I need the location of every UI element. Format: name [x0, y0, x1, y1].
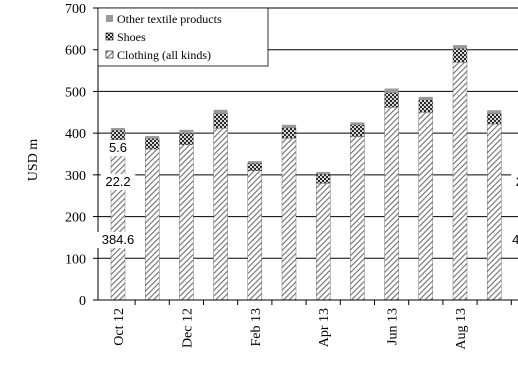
legend: Other textile products Shoes Clothing (a…: [97, 7, 269, 67]
y-tick-label: 200: [65, 211, 86, 226]
bar-segment: [452, 62, 468, 301]
tick-labels: 0 100 200 300 400 500 600 700 Oct 12 Dec 12 Feb 13…: [65, 2, 469, 350]
bar-segment: [179, 144, 194, 301]
data-label-bg: [104, 140, 132, 156]
data-label: 426.3: [512, 232, 518, 247]
y-tick-label: 500: [65, 85, 86, 100]
bar-segment: [213, 109, 228, 114]
data-label: 5.6: [109, 140, 127, 155]
data-label-bg: [100, 174, 136, 190]
bar-segment: [179, 132, 194, 146]
bar-segment: [487, 110, 502, 114]
x-tick-label: Dec 12: [180, 308, 195, 348]
bar-segment: [384, 92, 399, 108]
bar-segment: [110, 130, 126, 140]
y-tick-label: 100: [65, 252, 86, 267]
bar-segment: [350, 136, 365, 301]
bar-segment: [350, 122, 365, 125]
data-label-bg: [515, 140, 518, 156]
bar-segment: [487, 123, 502, 301]
bar-segment: [384, 107, 399, 301]
bar-segment: [111, 127, 125, 131]
bar-segment: [247, 162, 263, 171]
bars: [110, 45, 502, 301]
bar-segment: [452, 48, 468, 63]
bar-segment: [453, 45, 467, 49]
bar-segment: [144, 138, 160, 150]
legend-label-shoes: Shoes: [117, 30, 146, 44]
data-label-bg: [97, 232, 139, 248]
bar-segment: [213, 127, 228, 301]
bar-segment: [316, 171, 331, 175]
x-tick-label: Aug 13: [454, 308, 469, 350]
legend-label-clothing: Clothing (all kinds): [117, 48, 211, 62]
y-tick-label: 600: [65, 44, 86, 59]
bar-segment: [145, 136, 160, 139]
bar-segment: [487, 113, 502, 125]
bar-segment: [350, 124, 365, 137]
bar-segment: [418, 112, 433, 301]
bar-segment: [281, 127, 297, 139]
bar-segment: [384, 88, 399, 93]
x-tick-label: Apr 13: [317, 308, 332, 347]
data-label: 384.6: [102, 232, 135, 247]
data-label-bg: [511, 174, 518, 190]
y-tick-label: 300: [65, 169, 86, 184]
bar-segment: [110, 139, 126, 301]
bar-segment: [213, 113, 228, 129]
legend-swatch-other: [106, 15, 113, 22]
bar-segment: [247, 161, 262, 164]
data-label: 22.2: [105, 174, 130, 189]
bar-segment: [316, 182, 331, 301]
x-tick-label: Oct 12: [112, 308, 127, 346]
legend-swatch-clothing: [105, 50, 114, 59]
bar-segment: [418, 99, 433, 113]
y-tick-label: 700: [65, 2, 86, 17]
bar-segment: [179, 129, 194, 134]
legend-label-other: Other textile products: [117, 12, 222, 26]
legend-box: [97, 7, 269, 67]
axes: [93, 7, 518, 305]
y-tick-label: 400: [65, 127, 86, 142]
bar-segment: [247, 170, 263, 301]
bar-segment: [316, 173, 331, 184]
bar-segment: [418, 96, 433, 100]
y-axis-label: USD m: [26, 139, 41, 182]
legend-swatch-shoes: [105, 32, 114, 41]
x-tick-label: Jun 13: [386, 308, 401, 345]
bar-segment: [144, 148, 160, 301]
data-label: 26.3: [516, 174, 518, 189]
x-tick-label: Feb 13: [249, 308, 264, 347]
data-label-bg: [507, 232, 518, 248]
y-tick-label: 0: [79, 294, 86, 309]
bar-segment: [282, 124, 296, 128]
bar-segment: [281, 137, 297, 301]
